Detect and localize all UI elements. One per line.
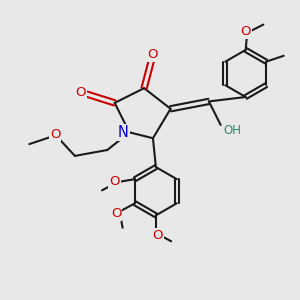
Text: O: O <box>240 26 251 38</box>
Text: N: N <box>118 125 128 140</box>
Text: O: O <box>109 175 120 188</box>
Text: O: O <box>50 128 60 141</box>
Text: OH: OH <box>224 124 242 137</box>
Text: O: O <box>75 86 86 99</box>
Text: O: O <box>152 230 163 242</box>
Text: O: O <box>111 206 122 220</box>
Text: O: O <box>147 48 158 61</box>
